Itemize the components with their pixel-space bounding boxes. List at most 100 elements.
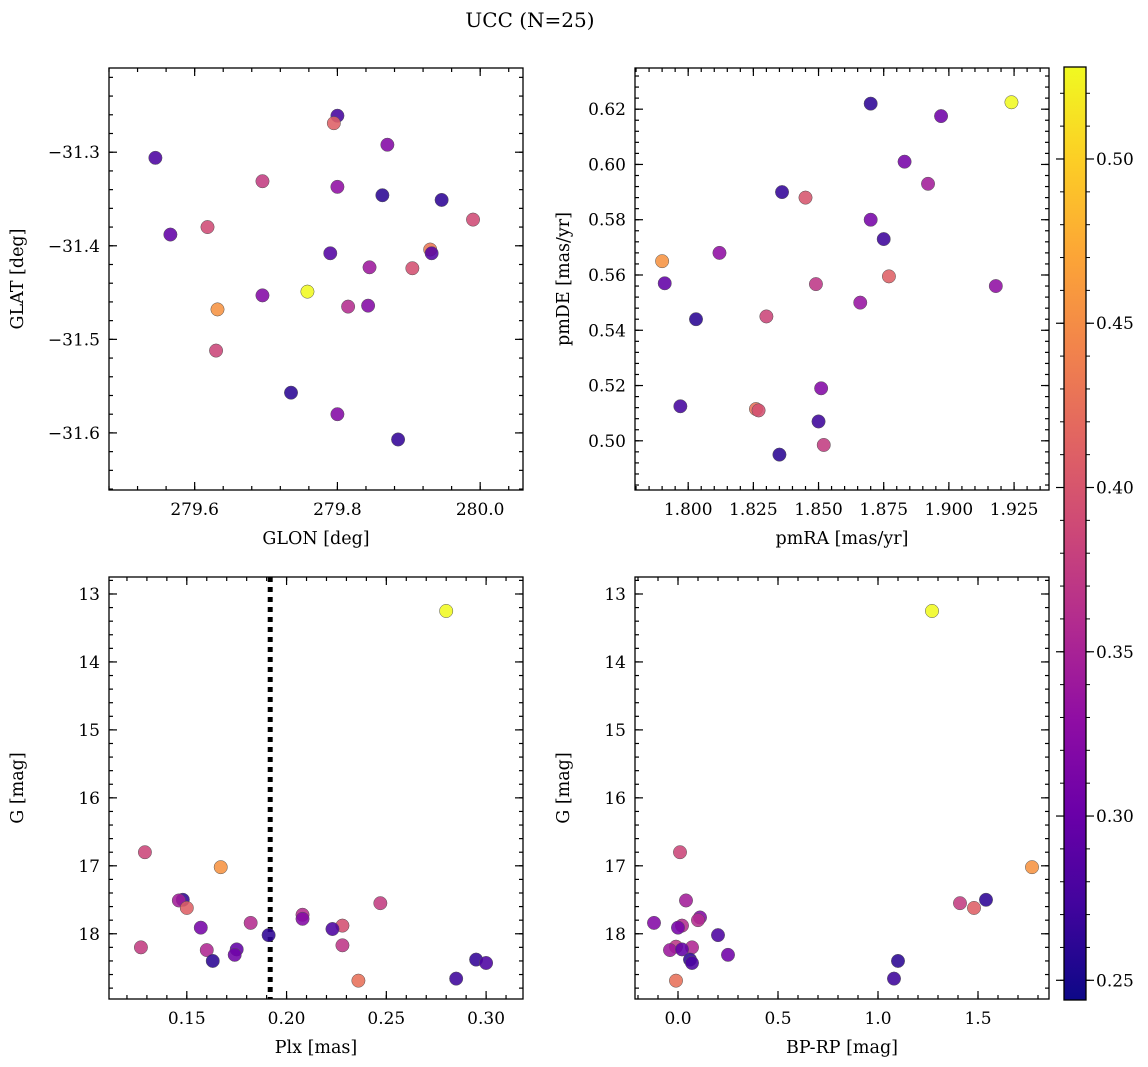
scatter-point — [193, 920, 208, 935]
scatter-point — [335, 938, 350, 953]
scatter-point — [691, 913, 705, 928]
x-tick-label: 1.875 — [859, 500, 908, 520]
y-tick-label: −31.3 — [48, 143, 100, 163]
x-tick-label: 1.925 — [990, 500, 1039, 520]
scatter-point — [199, 943, 214, 958]
axes-frame — [108, 576, 524, 1000]
y-tick-label: 17 — [604, 857, 626, 877]
x-tick-label: 279.6 — [170, 500, 219, 520]
x-tick-label: 0.20 — [268, 1009, 306, 1029]
y-tick-label: 0.58 — [588, 211, 626, 231]
scatter-point — [876, 232, 891, 247]
scatter-point — [148, 150, 163, 165]
scatter-point — [200, 220, 215, 235]
scatter-point — [814, 381, 829, 396]
x-axis-label: GLON [deg] — [262, 529, 369, 549]
scatter-point — [375, 188, 390, 203]
axes-frame — [634, 67, 1050, 491]
scatter-point — [798, 190, 813, 205]
scatter-point — [673, 845, 687, 860]
y-tick-label: 0.56 — [588, 266, 626, 286]
scatter-point — [921, 176, 935, 191]
scatter-point — [210, 302, 225, 317]
scatter-point — [671, 920, 685, 935]
scatter-point — [325, 922, 340, 936]
scatter-point — [863, 212, 878, 227]
scatter-point — [243, 915, 258, 930]
colorbar-tick-label: 0.30 — [1096, 807, 1134, 827]
scatter-point — [209, 343, 224, 358]
x-tick-label: 0.25 — [367, 1009, 405, 1029]
points — [655, 95, 1019, 462]
y-tick-label: 0.62 — [588, 100, 626, 120]
scatter-point — [163, 227, 178, 242]
ticks — [109, 577, 523, 999]
y-axis-label: G [mag] — [554, 752, 574, 823]
scatter-point — [205, 953, 220, 968]
colorbar-tick-label: 0.40 — [1096, 479, 1134, 499]
scatter-point — [351, 973, 366, 988]
scatter-point — [887, 971, 901, 986]
scatter-point — [330, 407, 345, 422]
scatter-point — [759, 309, 774, 324]
x-axis-label: BP-RP [mag] — [786, 1038, 898, 1058]
scatter-point — [669, 973, 683, 988]
scatter-point — [689, 312, 703, 327]
ticks — [635, 577, 1049, 999]
scatter-point — [685, 956, 699, 970]
x-tick-label: 1.850 — [794, 500, 843, 520]
scatter-point — [881, 269, 896, 284]
colorbar-tick-label: 0.35 — [1096, 643, 1134, 663]
scatter-point — [362, 260, 377, 275]
x-axis-label: Plx [mas] — [275, 1038, 357, 1058]
scatter-point — [373, 896, 388, 911]
scatter-point — [434, 192, 449, 207]
panel-bprp-g: 0.0 0.5 1.0 1.5 13 14 15 16 17 18 BP-RP [mag] G [ma… — [554, 576, 1050, 1058]
scatter-point — [673, 399, 688, 414]
scatter-point — [295, 911, 310, 926]
scatter-point — [953, 896, 967, 911]
scatter-point — [449, 971, 464, 986]
scatter-point — [213, 860, 228, 875]
y-tick-label: 17 — [78, 857, 100, 877]
y-axis-label: pmDE [mas/yr] — [554, 212, 574, 346]
x-tick-label: 279.8 — [313, 500, 362, 520]
scatter-point — [988, 279, 1003, 293]
panel-pmra-pmde: 1.800 1.825 1.850 1.875 1.900 1.925 0.50 0.52 0.… — [554, 67, 1050, 549]
scatter-point — [863, 96, 878, 111]
x-tick-label: 1.5 — [964, 1009, 991, 1029]
y-tick-label: 15 — [604, 721, 626, 741]
y-tick-label: 16 — [78, 789, 100, 809]
scatter-point — [816, 438, 831, 452]
scatter-point — [380, 137, 395, 152]
x-tick-label: 1.0 — [864, 1009, 891, 1029]
x-tick-label: 0.0 — [664, 1009, 691, 1029]
scatter-point — [341, 299, 356, 314]
y-tick-label: 0.60 — [588, 155, 626, 175]
scatter-point — [1025, 860, 1039, 875]
scatter-point — [657, 276, 672, 291]
y-tick-label: 16 — [604, 789, 626, 809]
scatter-point — [808, 277, 823, 292]
colorbar: 0.25 0.30 0.35 0.40 0.45 0.50 — [1056, 66, 1134, 1001]
points — [148, 108, 480, 447]
colorbar-tick-label: 0.50 — [1096, 150, 1134, 170]
scatter-point — [361, 298, 376, 313]
scatter-point — [967, 900, 981, 915]
ticks — [108, 68, 523, 490]
scatter-point — [300, 284, 315, 299]
scatter-point — [897, 154, 912, 169]
x-tick-label: 0.15 — [168, 1009, 206, 1029]
x-tick-label: 1.800 — [664, 500, 713, 520]
scatter-point — [466, 212, 480, 227]
scatter-point — [751, 403, 766, 418]
x-tick-label: 1.825 — [729, 500, 778, 520]
panel-plx-g: 0.15 0.20 0.25 0.30 13 14 15 16 17 18 Plx [mas] G [… — [8, 576, 524, 1058]
scatter-point — [479, 956, 494, 970]
y-tick-label: 13 — [604, 585, 626, 605]
scatter-point — [711, 928, 725, 943]
scatter-point — [261, 928, 276, 943]
y-tick-label: 13 — [78, 585, 100, 605]
y-axis-label: G [mag] — [8, 752, 28, 823]
